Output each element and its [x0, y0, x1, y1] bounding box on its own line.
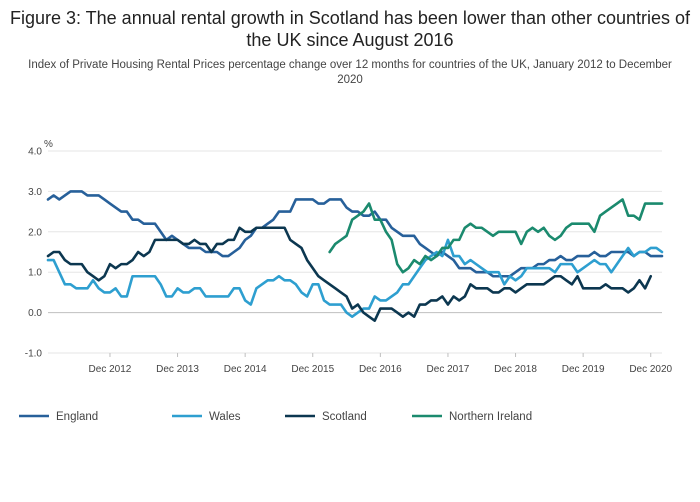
legend-label: Wales	[209, 411, 241, 423]
x-tick-label: Dec 2017	[427, 364, 470, 375]
legend-item-wales: Wales	[172, 411, 241, 423]
y-tick-label: 4.0	[28, 147, 42, 158]
y-tick-label: 2.0	[28, 227, 42, 238]
y-tick-label: -1.0	[25, 349, 43, 360]
x-tick-label: Dec 2013	[156, 364, 199, 375]
x-tick-label: Dec 2019	[562, 364, 605, 375]
legend-label: England	[56, 411, 98, 423]
grid-layer	[48, 150, 662, 354]
y-tick-label: 1.0	[28, 268, 42, 279]
legend: England Wales Scotland Northern Ireland	[19, 411, 532, 423]
x-tick-label: Dec 2016	[359, 364, 402, 375]
series-line-northern-ireland	[328, 198, 664, 274]
legend-label: Northern Ireland	[449, 411, 532, 423]
legend-label: Scotland	[322, 411, 367, 423]
chart-subtitle: Index of Private Housing Rental Prices p…	[28, 59, 672, 86]
series-layer	[46, 190, 664, 322]
x-tick-label: Dec 2018	[494, 364, 537, 375]
axis-layer: % -1.0 0.0 1.0 2.0 3.0 4.0 Dec 2012 Dec 2013 Dec…	[25, 139, 673, 375]
legend-item-scotland: Scotland	[285, 411, 367, 423]
x-tick-label: Dec 2014	[224, 364, 267, 375]
legend-item-england: England	[19, 411, 98, 423]
series-line-england	[46, 190, 664, 278]
y-axis-unit-label: %	[44, 139, 53, 150]
x-tick-label: Dec 2012	[89, 364, 132, 375]
legend-item-northern-ireland: Northern Ireland	[412, 411, 532, 423]
x-tick-label: Dec 2015	[291, 364, 334, 375]
y-tick-label: 3.0	[28, 187, 42, 198]
chart-title: Figure 3: The annual rental growth in Sc…	[9, 8, 691, 50]
y-tick-label: 0.0	[28, 308, 42, 319]
series-line-wales	[46, 238, 664, 318]
x-tick-label: Dec 2020	[629, 364, 672, 375]
series-line-scotland	[46, 226, 653, 322]
